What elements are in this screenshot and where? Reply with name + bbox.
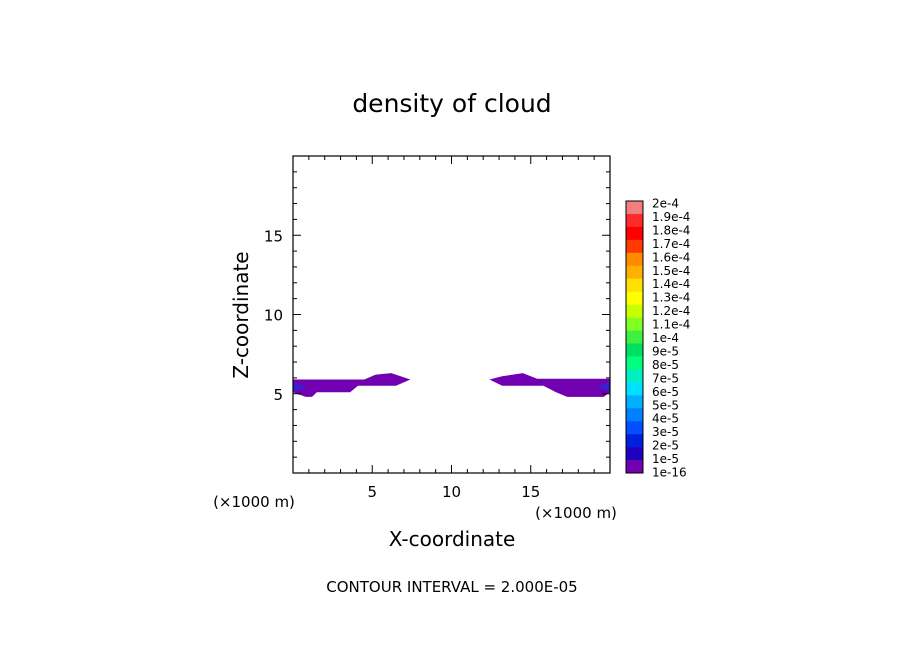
colorbar-swatch bbox=[626, 408, 643, 422]
y-tick-label: 15 bbox=[264, 227, 283, 245]
colorbar-swatch bbox=[626, 447, 643, 461]
colorbar-label: 1.8e-4 bbox=[652, 223, 690, 237]
y-axis-label: Z-coordinate bbox=[229, 251, 253, 378]
colorbar-label: 1e-5 bbox=[652, 452, 679, 466]
colorbar-swatch bbox=[626, 356, 643, 370]
colorbar-label: 8e-5 bbox=[652, 358, 679, 372]
colorbar-label: 3e-5 bbox=[652, 425, 679, 439]
colorbar-label: 5e-5 bbox=[652, 398, 679, 412]
colorbar-label: 7e-5 bbox=[652, 371, 679, 385]
chart-title: density of cloud bbox=[352, 89, 551, 118]
colorbar-swatch bbox=[626, 460, 643, 474]
colorbar-swatch bbox=[626, 239, 643, 254]
colorbar: 2e-41.9e-41.8e-41.7e-41.6e-41.5e-41.4e-4… bbox=[625, 197, 690, 480]
colorbar-swatch bbox=[626, 252, 643, 267]
colorbar-swatch bbox=[626, 421, 643, 435]
colorbar-label: 1.1e-4 bbox=[652, 318, 690, 332]
colorbar-label: 2e-4 bbox=[652, 197, 679, 211]
y-tick-label: 5 bbox=[273, 386, 283, 404]
colorbar-label: 1e-4 bbox=[652, 331, 679, 345]
colorbar-label: 1.6e-4 bbox=[652, 250, 690, 264]
colorbar-frame bbox=[625, 200, 644, 474]
colorbar-label: 1.2e-4 bbox=[652, 304, 690, 318]
colorbar-label: 1e-16 bbox=[652, 466, 687, 480]
colorbar-swatch bbox=[626, 434, 643, 448]
colorbar-label: 1.5e-4 bbox=[652, 264, 690, 278]
plot-frame bbox=[292, 155, 611, 474]
x-axis-label: X-coordinate bbox=[389, 527, 516, 551]
contour-regions bbox=[293, 373, 610, 397]
colorbar-swatch bbox=[626, 395, 643, 409]
colorbar-label: 2e-5 bbox=[652, 439, 679, 453]
colorbar-label: 1.4e-4 bbox=[652, 277, 690, 291]
colorbar-swatch bbox=[626, 291, 643, 305]
x-tick-label: 10 bbox=[442, 483, 461, 501]
colorbar-swatch bbox=[626, 201, 643, 215]
axis-tick-labels: 5 10 15 5 10 15 bbox=[264, 227, 540, 501]
colorbar-label: 6e-5 bbox=[652, 385, 679, 399]
colorbar-label: 1.3e-4 bbox=[652, 291, 690, 305]
colorbar-swatch bbox=[626, 304, 643, 318]
colorbar-label: 1.7e-4 bbox=[652, 237, 690, 251]
y-tick-label: 10 bbox=[264, 307, 283, 325]
colorbar-swatch bbox=[626, 317, 643, 331]
cloud-right bbox=[489, 373, 610, 397]
colorbar-label: 9e-5 bbox=[652, 344, 679, 358]
core-left bbox=[293, 381, 306, 391]
colorbar-swatch bbox=[626, 369, 643, 383]
x-tick-label: 15 bbox=[521, 483, 540, 501]
colorbar-swatch bbox=[626, 343, 643, 357]
core-right bbox=[597, 381, 610, 391]
axis-ticks bbox=[293, 156, 610, 473]
x-unit-right: (×1000 m) bbox=[535, 504, 617, 522]
x-tick-label: 5 bbox=[367, 483, 377, 501]
colorbar-swatch bbox=[626, 382, 643, 396]
colorbar-label: 1.9e-4 bbox=[652, 210, 690, 224]
colorbar-swatch bbox=[626, 330, 643, 344]
colorbar-swatch bbox=[626, 265, 643, 280]
cloud-left bbox=[293, 373, 411, 397]
colorbar-label: 4e-5 bbox=[652, 412, 679, 426]
colorbar-swatch bbox=[626, 278, 643, 292]
colorbar-swatch bbox=[626, 213, 643, 228]
x-unit-left: (×1000 m) bbox=[213, 493, 295, 511]
contour-interval-note: CONTOUR INTERVAL = 2.000E-05 bbox=[326, 578, 577, 596]
colorbar-swatch bbox=[626, 226, 643, 241]
